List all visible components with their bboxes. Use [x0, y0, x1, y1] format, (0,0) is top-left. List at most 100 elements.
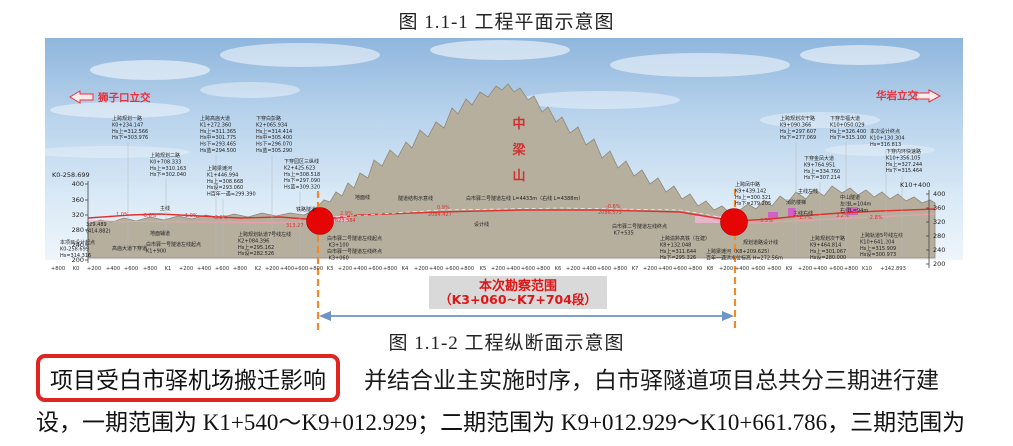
chainage-label: K10 — [862, 266, 872, 272]
chainage-label: +800 — [767, 266, 781, 272]
body-text-line1: 项目受白市驿机场搬迁影响 并结合业主实施时序，白市驿隧道项目总共分三期进行建 — [36, 354, 939, 402]
annotation-label: 隧道结构示意线 — [398, 195, 433, 202]
portal-marker-left — [306, 207, 334, 235]
gradient-label: 0.9% — [437, 205, 450, 211]
tunnel-structure-line — [321, 207, 733, 220]
chainage-label: +400 — [429, 266, 443, 272]
elevation-tick-right: 320 — [933, 218, 945, 226]
annotation-label: 主线右线 — [793, 210, 813, 217]
body-text-line2: 设，一期范围为 K1+540～K9+012.929；二期范围为 K9+012.9… — [36, 410, 966, 435]
gradient-label: 3.2% — [836, 213, 849, 219]
gradient-label: 313.27 — [286, 223, 304, 229]
chainage-label: K5 — [480, 266, 487, 272]
clouds — [30, 40, 935, 158]
elevation-tick-right: 280 — [933, 232, 945, 240]
left-interchange-arrow-icon — [69, 90, 94, 104]
highlighted-phrase-box: 项目受白市驿机场搬迁影响 — [36, 354, 340, 402]
ground-road-line — [87, 220, 319, 224]
chainage-label: +600 — [673, 266, 687, 272]
chainage-label: K7 — [632, 266, 639, 272]
elevation-tick-right: 240 — [933, 246, 945, 254]
right-interchange-label: 华岩立交 — [876, 89, 918, 102]
structure-accents — [330, 207, 858, 223]
chainage-label: +400 — [582, 266, 596, 272]
figure-caption-top: 图 1.1-1 工程平面示意图 — [398, 12, 615, 33]
annotation-label: 上跨梁滩河（K8+209.625）百年一遇洪水位标高 H=272.56m — [706, 248, 783, 261]
annotation-label: 白市驿二号隧道左线起点 K3+100 — [327, 235, 382, 248]
annotation-label: 地面线 — [355, 194, 370, 201]
portal-marker-right — [720, 208, 748, 236]
chainage-label: +800 — [460, 266, 474, 272]
chainage-label: +400 — [813, 266, 827, 272]
chainage-label: +800 — [383, 266, 397, 272]
chainage-label: +600 — [294, 266, 308, 272]
survey-extent-arrow — [319, 311, 734, 321]
chainage-label: K2 — [255, 266, 262, 272]
gradient-label: 2.9% — [340, 211, 353, 217]
chainage-label: +400 — [353, 266, 367, 272]
chainage-label: +800 — [613, 266, 627, 272]
annotation-label: 主线左线 — [798, 188, 818, 195]
chainage-label: +142.893 — [880, 266, 906, 272]
gradient-label: 1.0% — [185, 213, 198, 219]
annotation-label: 本项目设计起点 K0-258.699 Hs=314.316 — [60, 239, 95, 259]
gradient-label: 3.5% — [760, 218, 773, 224]
body-text-line1-rest: 并结合业主实施时序，白市驿隧道项目总共分三期进行建 — [364, 368, 939, 393]
chainage-label: +600 — [124, 266, 138, 272]
annotation-label: 上跨规划次干路 K9+090.366 Hs上=297.607 Hs下=277.069 — [780, 115, 816, 141]
design-line-red — [87, 208, 936, 222]
elevation-tick-right: 400 — [933, 190, 945, 198]
annotation-label: 设计线 — [474, 221, 489, 228]
annotation-label: 白市驿二号隧道左线终点 K7+535 — [612, 223, 667, 236]
annotation-label: 上跨凤中路 K9+439.142 Hs上=300.321 Hs下=279.205 — [735, 181, 771, 207]
annotation-label: 中山隧道左线L=104m 右线L=94m — [840, 194, 872, 214]
annotation-label: 下穿金凤大道 K9+764.951 Hs上=334.760 Hs下=307.214 — [804, 155, 840, 181]
survey-scope-range: （K3+060~K7+704段） — [439, 292, 597, 307]
survey-scope-box — [429, 276, 607, 309]
elevation-tick-right: 360 — [933, 204, 945, 212]
gradient-label: 623.584 — [335, 218, 356, 224]
chainage-label: K8 — [707, 266, 714, 272]
annotation-label: 上跨高庙大道 K1+272.360 Hs上=311.365 Hs中=301.775 Hs… — [200, 115, 236, 154]
annotation-label: 规划道路设计线 — [743, 239, 778, 246]
chainage-label: +600 — [521, 266, 535, 272]
chainage-label: +200 — [643, 266, 657, 272]
chainage-label: +600 — [597, 266, 611, 272]
gradient-label: -0.6% — [142, 213, 157, 219]
chainage-label: +200 — [265, 266, 279, 272]
annotation-label: 上跨梁滩河 K1+446.994 Hs上=308.668 Hs设=293.060 H百年… — [207, 165, 256, 198]
annotation-label: 白市驿二号隧道左线 L=4433m（右线 L=4388m） — [466, 195, 583, 202]
chainage-label: K4 — [402, 266, 409, 272]
gradient-label: 2086.573 — [598, 210, 622, 216]
right-interchange-arrow-icon — [915, 89, 942, 103]
right-axis-title: K10+400 — [900, 181, 930, 189]
annotation-label: 上跨规划二路 K0+708.333 Hs上=310.163 Hs下=302.040 — [150, 152, 186, 178]
chainage-label: +800 — [143, 266, 157, 272]
chainage-label: +600 — [368, 266, 382, 272]
chainage-label: +600 — [445, 266, 459, 272]
annotation-label: 上跨规划次干路 K9+464.814 Hs上=301.067 Hs设=280.000 — [810, 235, 846, 261]
gradient-label: -2.0% — [213, 215, 228, 221]
ground-road-line-right — [733, 213, 936, 225]
elevation-tick-left: 200 — [72, 256, 84, 264]
annotation-label: 329.489 (414.882) — [86, 222, 111, 234]
left-interchange-label: 狮子口立交 — [97, 91, 151, 104]
chainage-label: K6 — [555, 266, 562, 272]
mountain-name-label: 中 — [512, 116, 525, 132]
chainage-label: +200 — [491, 266, 505, 272]
mountain-name-label: 山 — [512, 168, 525, 184]
chainage-label: +200 — [414, 266, 428, 272]
annotation-label: 白市驿一号隧道左线起点 K1+900 — [146, 241, 201, 254]
elevation-tick-left: 400 — [72, 180, 84, 188]
gradient-label: 1.7% — [799, 215, 812, 221]
chainage-label: +800 — [844, 266, 858, 272]
chainage-label: +400 — [506, 266, 520, 272]
gradient-label: 2084.427 — [428, 212, 452, 218]
chainage-label: +400 — [106, 266, 120, 272]
chainage-label: +400 — [280, 266, 294, 272]
elevation-tick-left: 320 — [72, 211, 84, 219]
annotation-label: 地面辅道 — [150, 230, 170, 237]
chainage-label: +400 — [197, 266, 211, 272]
